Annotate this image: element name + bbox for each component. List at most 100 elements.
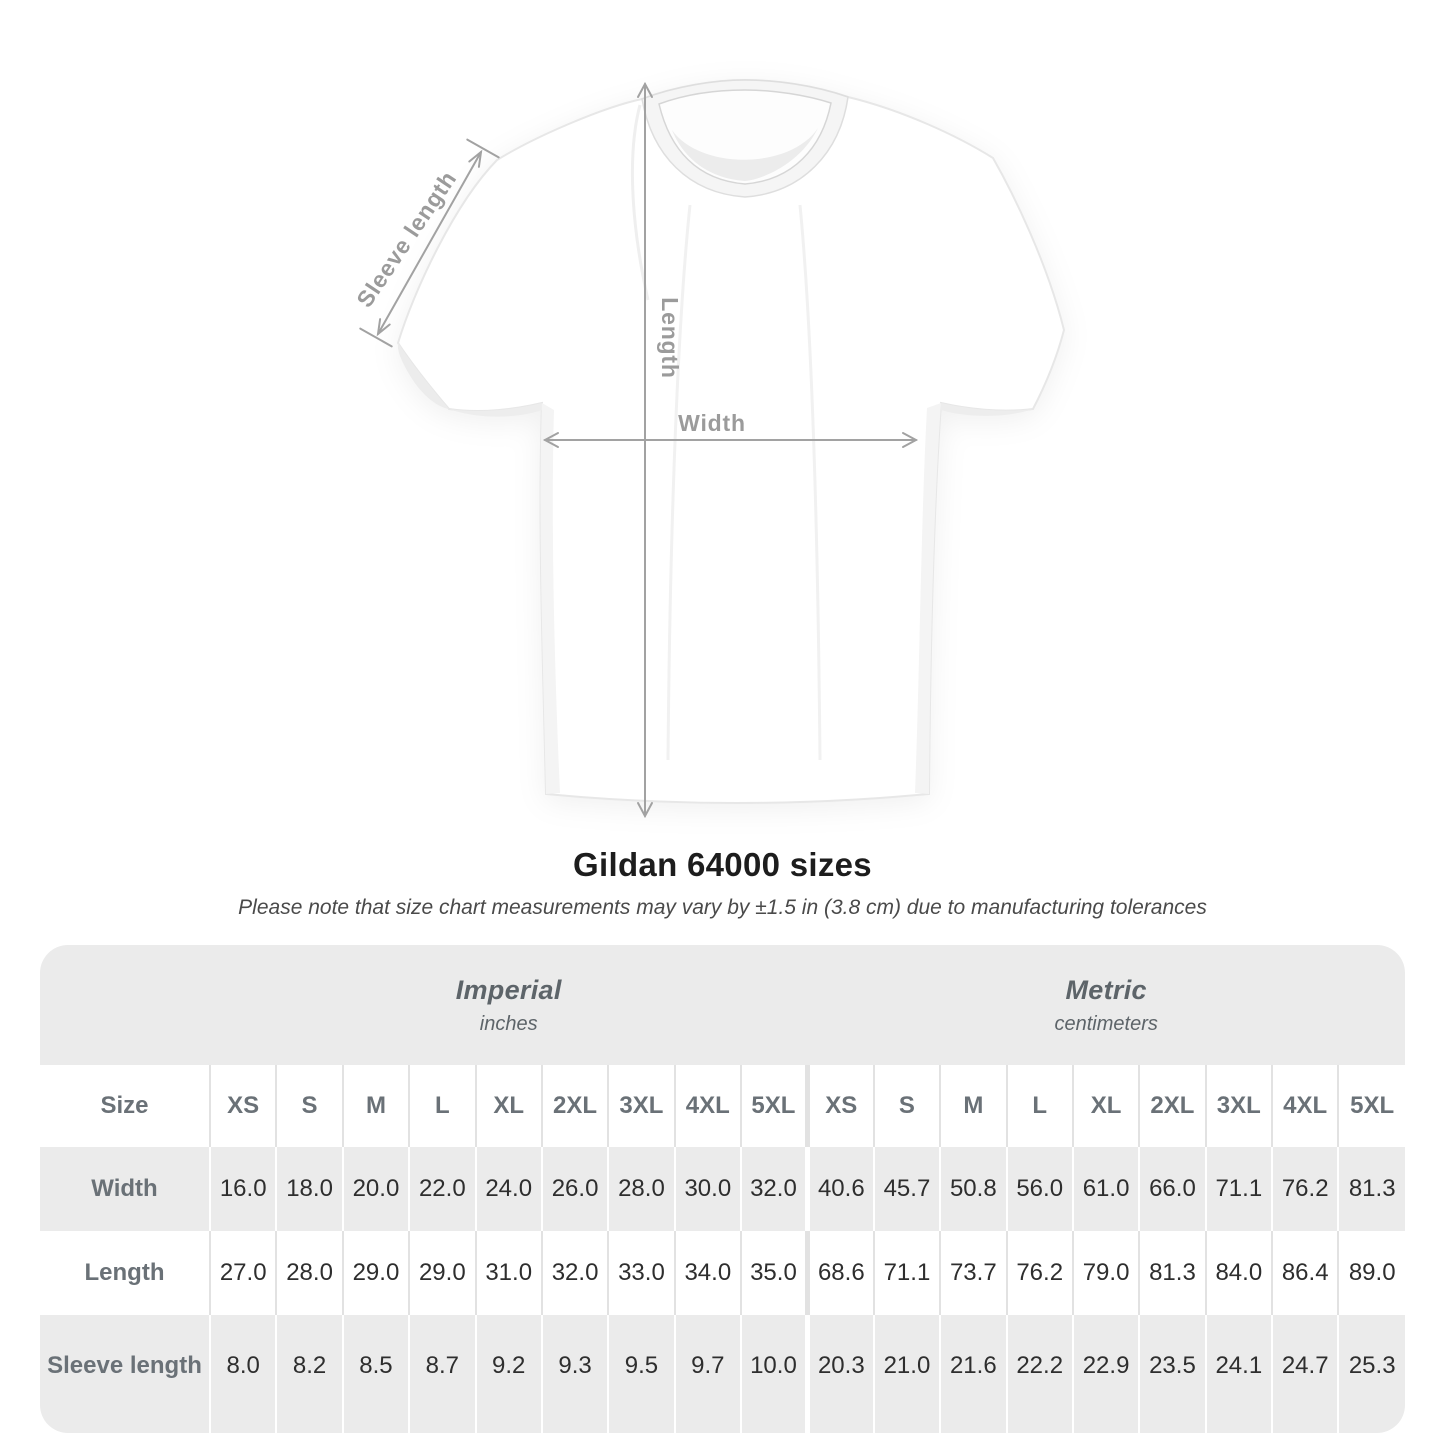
row-label: Sleeve length <box>40 1315 210 1433</box>
size-value: 25.3 <box>1337 1315 1405 1433</box>
table-row-width: Width 16.0 18.0 20.0 22.0 24.0 26.0 28.0… <box>40 1147 1405 1231</box>
size-value: 29.0 <box>408 1231 476 1315</box>
width-label: Width <box>678 410 746 436</box>
table-row-length: Length 27.0 28.0 29.0 29.0 31.0 32.0 33.… <box>40 1231 1405 1315</box>
size-value: 29.0 <box>341 1231 410 1315</box>
size-value: 89.0 <box>1337 1231 1405 1315</box>
size-col-header: 2XL <box>540 1065 609 1147</box>
unit-group-row: Imperial inches Metric centimeters <box>40 945 1405 1065</box>
size-value: 73.7 <box>939 1231 1007 1315</box>
size-value: 22.9 <box>1071 1315 1140 1433</box>
size-value: 81.3 <box>1337 1147 1405 1231</box>
size-value: 24.0 <box>474 1147 542 1231</box>
size-value: 24.7 <box>1270 1315 1339 1433</box>
size-value: 21.0 <box>872 1315 941 1433</box>
size-value: 31.0 <box>474 1231 542 1315</box>
size-col-header: 2XL <box>1138 1065 1206 1147</box>
size-value: 68.6 <box>804 1231 874 1315</box>
size-col-header: M <box>341 1065 410 1147</box>
size-value: 8.2 <box>275 1315 343 1433</box>
unit-group-name: Imperial <box>455 974 562 1005</box>
size-col-header: L <box>1005 1065 1073 1147</box>
size-value: 30.0 <box>673 1147 741 1231</box>
size-value: 9.5 <box>607 1315 675 1433</box>
length-label: Length <box>657 297 683 378</box>
size-value: 16.0 <box>208 1147 277 1231</box>
size-value: 20.3 <box>804 1315 874 1433</box>
size-col-header: S <box>872 1065 941 1147</box>
size-value: 76.2 <box>1270 1147 1339 1231</box>
size-col-header: 3XL <box>1204 1065 1272 1147</box>
size-value: 28.0 <box>275 1231 343 1315</box>
size-value: 84.0 <box>1204 1231 1272 1315</box>
size-value: 71.1 <box>1204 1147 1272 1231</box>
size-col-header: XS <box>804 1065 874 1147</box>
unit-group-metric: Metric centimeters <box>807 945 1405 1065</box>
sleeve-length-arrow <box>359 138 500 348</box>
page-title: Gildan 64000 sizes <box>573 846 872 883</box>
size-col-header: 3XL <box>607 1065 675 1147</box>
size-value: 71.1 <box>872 1231 941 1315</box>
size-col-header: XL <box>474 1065 542 1147</box>
size-col-header: 4XL <box>1270 1065 1339 1147</box>
size-value: 22.0 <box>408 1147 476 1231</box>
width-arrow <box>542 432 919 448</box>
size-value: 28.0 <box>607 1147 675 1231</box>
size-value: 9.3 <box>540 1315 609 1433</box>
size-value: 22.2 <box>1005 1315 1073 1433</box>
heading-block: Gildan 64000 sizes Please note that size… <box>0 846 1445 920</box>
size-value: 32.0 <box>739 1147 808 1231</box>
size-table: Imperial inches Metric centimeters Size … <box>40 945 1405 1433</box>
size-value: 21.6 <box>939 1315 1007 1433</box>
size-value: 56.0 <box>1005 1147 1073 1231</box>
size-value: 40.6 <box>804 1147 874 1231</box>
unit-group-unit: inches <box>479 1012 538 1035</box>
size-value: 35.0 <box>739 1231 808 1315</box>
tolerance-note: Please note that size chart measurements… <box>238 896 1207 919</box>
size-value: 20.0 <box>341 1147 410 1231</box>
size-value: 26.0 <box>540 1147 609 1231</box>
size-value: 24.1 <box>1204 1315 1272 1433</box>
size-value: 79.0 <box>1071 1231 1140 1315</box>
size-value: 81.3 <box>1138 1231 1206 1315</box>
size-value: 45.7 <box>872 1147 941 1231</box>
size-col-header: M <box>939 1065 1007 1147</box>
size-col-header: 4XL <box>673 1065 741 1147</box>
unit-group-imperial: Imperial inches <box>210 945 808 1065</box>
tshirt-illustration <box>396 78 1066 804</box>
size-value: 23.5 <box>1138 1315 1206 1433</box>
table-row-sleeve-length: Sleeve length 8.0 8.2 8.5 8.7 9.2 9.3 9.… <box>40 1315 1405 1433</box>
band-corner <box>40 945 210 1065</box>
unit-group-name: Metric <box>1065 974 1147 1005</box>
row-label: Length <box>40 1231 210 1315</box>
size-value: 61.0 <box>1071 1147 1140 1231</box>
size-col-header: XL <box>1071 1065 1140 1147</box>
size-value: 8.5 <box>341 1315 410 1433</box>
row-label: Width <box>40 1147 210 1231</box>
size-value: 18.0 <box>275 1147 343 1231</box>
size-col-header: 5XL <box>739 1065 808 1147</box>
length-arrow <box>637 81 653 819</box>
size-value: 76.2 <box>1005 1231 1073 1315</box>
size-value: 9.2 <box>474 1315 542 1433</box>
size-value: 27.0 <box>208 1231 277 1315</box>
size-value: 66.0 <box>1138 1147 1206 1231</box>
size-value: 50.8 <box>939 1147 1007 1231</box>
size-value: 86.4 <box>1270 1231 1339 1315</box>
size-header-row: Size XS S M L XL 2XL 3XL 4XL 5XL XS S M … <box>40 1065 1405 1147</box>
size-corner-label: Size <box>40 1065 210 1147</box>
tshirt-graphic: Sleeve length Length Width <box>351 78 1066 819</box>
size-table-card: Imperial inches Metric centimeters Size … <box>40 945 1405 1433</box>
size-col-header: L <box>408 1065 476 1147</box>
size-value: 32.0 <box>540 1231 609 1315</box>
tshirt-measurement-diagram: Sleeve length Length Width <box>351 78 1066 819</box>
size-value: 10.0 <box>739 1315 808 1433</box>
size-value: 34.0 <box>673 1231 741 1315</box>
unit-group-unit: centimeters <box>1054 1012 1158 1035</box>
size-value: 8.0 <box>208 1315 277 1433</box>
size-col-header: XS <box>208 1065 277 1147</box>
size-col-header: 5XL <box>1337 1065 1405 1147</box>
size-value: 33.0 <box>607 1231 675 1315</box>
size-col-header: S <box>275 1065 343 1147</box>
size-value: 8.7 <box>408 1315 476 1433</box>
